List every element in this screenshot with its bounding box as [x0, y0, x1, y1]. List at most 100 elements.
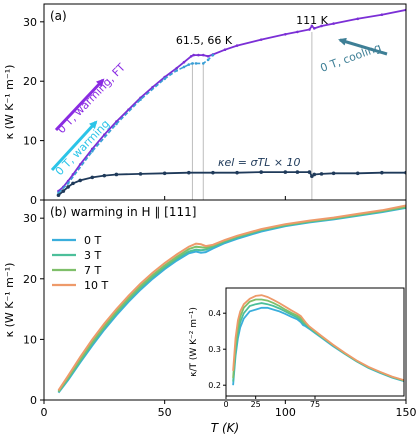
- data-point: [182, 60, 186, 64]
- data-point: [78, 163, 82, 166]
- data-point: [296, 30, 299, 34]
- inset-ylabel: κ/T (W K⁻² m⁻¹): [189, 307, 199, 377]
- y-tick-label: 20: [23, 75, 37, 88]
- data-point: [162, 171, 167, 176]
- panel-a-ticks: 0 10 20 30: [23, 16, 407, 207]
- annotation-cooling-transition: 111 K: [296, 14, 328, 27]
- data-point: [90, 175, 95, 180]
- panel-a-label: (a): [50, 9, 67, 23]
- data-point: [235, 44, 239, 47]
- data-point: [78, 178, 82, 183]
- x-tick-label: 150: [396, 406, 416, 419]
- data-point: [206, 54, 210, 58]
- panel-b-frame: [43, 199, 407, 401]
- data-point: [163, 77, 166, 81]
- data-point: [71, 181, 75, 186]
- y-tick-label: 10: [23, 333, 37, 346]
- data-point: [182, 65, 186, 69]
- data-point: [175, 66, 179, 70]
- inset-y-tick-label: 0.2: [208, 381, 221, 390]
- data-point: [356, 17, 360, 21]
- data-point: [187, 63, 191, 66]
- y-tick-label: 30: [23, 212, 37, 225]
- data-point: [114, 172, 119, 177]
- data-point: [380, 170, 384, 175]
- data-point: [211, 53, 215, 57]
- series-line: [57, 171, 406, 196]
- data-point: [235, 170, 239, 175]
- data-point: [139, 96, 142, 100]
- data-point: [103, 133, 106, 136]
- data-point: [332, 22, 335, 25]
- y-tick-label: 0: [30, 394, 37, 407]
- inset-chart: 0.2 0.3 0.4 0 25 75 κ/T (W K⁻² m⁻¹): [189, 287, 405, 409]
- y-tick-label: 30: [23, 16, 37, 29]
- data-point: [211, 170, 215, 175]
- data-point: [102, 173, 107, 178]
- inset-y-tick-label: 0.3: [208, 345, 221, 354]
- data-point: [201, 62, 205, 65]
- data-point: [138, 172, 143, 176]
- inset-x-tick-label: 75: [310, 400, 320, 409]
- data-point: [312, 172, 317, 177]
- data-point: [189, 54, 193, 58]
- y-tick-label: 10: [23, 135, 37, 148]
- data-point: [312, 27, 316, 30]
- panel-b-xlabel: T (K): [211, 421, 239, 435]
- inset-series-line: [232, 294, 404, 382]
- data-point: [197, 53, 200, 57]
- legend-label: 3 T: [84, 249, 101, 262]
- panel-b-ylabel: κ (W K⁻¹ m⁻¹): [3, 263, 16, 338]
- series-line: [57, 204, 406, 391]
- series-line: [57, 54, 214, 194]
- annotation-kel-formula: κel = σTL × 10: [218, 156, 301, 169]
- data-point: [283, 170, 288, 174]
- inset-background: [226, 288, 404, 396]
- data-point: [308, 28, 311, 31]
- data-point: [223, 48, 227, 52]
- panel-a-series: [56, 8, 406, 198]
- panel-b-legend: 0 T 3 T 7 T 10 T: [52, 234, 108, 292]
- annotation-cooling: 0 T, cooling: [319, 41, 383, 75]
- inset-x-tick-label: 0: [223, 400, 228, 409]
- data-point: [310, 24, 314, 28]
- data-point: [331, 171, 336, 176]
- panel-b-label: (b) warming in H ∥ [111]: [50, 205, 196, 219]
- data-point: [66, 185, 70, 189]
- data-point: [295, 170, 300, 174]
- data-point: [201, 53, 205, 57]
- data-point: [66, 182, 70, 185]
- data-point: [320, 24, 323, 28]
- inset-y-tick-label: 0.4: [208, 309, 221, 318]
- data-point: [284, 32, 287, 36]
- legend-label: 0 T: [84, 234, 101, 247]
- y-tick-label: 20: [23, 273, 37, 286]
- data-point: [56, 193, 61, 198]
- data-point: [191, 62, 194, 65]
- data-point: [187, 170, 191, 175]
- data-point: [115, 122, 118, 126]
- arrow-warming: [50, 120, 98, 172]
- panel-b-ticks: 0 10 20 30 0 50 100 150: [23, 212, 416, 419]
- annotation-transitions: 61.5, 66 K: [176, 34, 233, 47]
- data-point: [71, 173, 75, 176]
- panel-b: 0 10 20 30 0 50 100 150 (b) warming in H ∥ [111…: [3, 199, 416, 435]
- x-tick-label: 0: [41, 406, 48, 419]
- data-point: [206, 58, 210, 62]
- panel-a-transition-lines: [191, 32, 313, 200]
- arrow-warming-ft: [54, 78, 105, 132]
- data-point: [259, 38, 263, 41]
- x-tick-label: 100: [275, 406, 296, 419]
- data-point: [355, 171, 360, 176]
- data-point: [175, 69, 179, 72]
- arrow-cooling: [338, 37, 388, 56]
- data-point: [139, 98, 142, 101]
- inset-frame: [225, 287, 405, 397]
- legend-label: 10 T: [84, 279, 108, 292]
- data-point: [380, 13, 384, 16]
- panel-a: 0 10 20 30 (a) κ (W K⁻¹ m⁻¹) 61.5, 66 K 111…: [3, 3, 407, 207]
- data-point: [319, 172, 324, 176]
- panel-a-ylabel: κ (W K⁻¹ m⁻¹): [3, 65, 16, 140]
- panel-b-series: [57, 204, 406, 394]
